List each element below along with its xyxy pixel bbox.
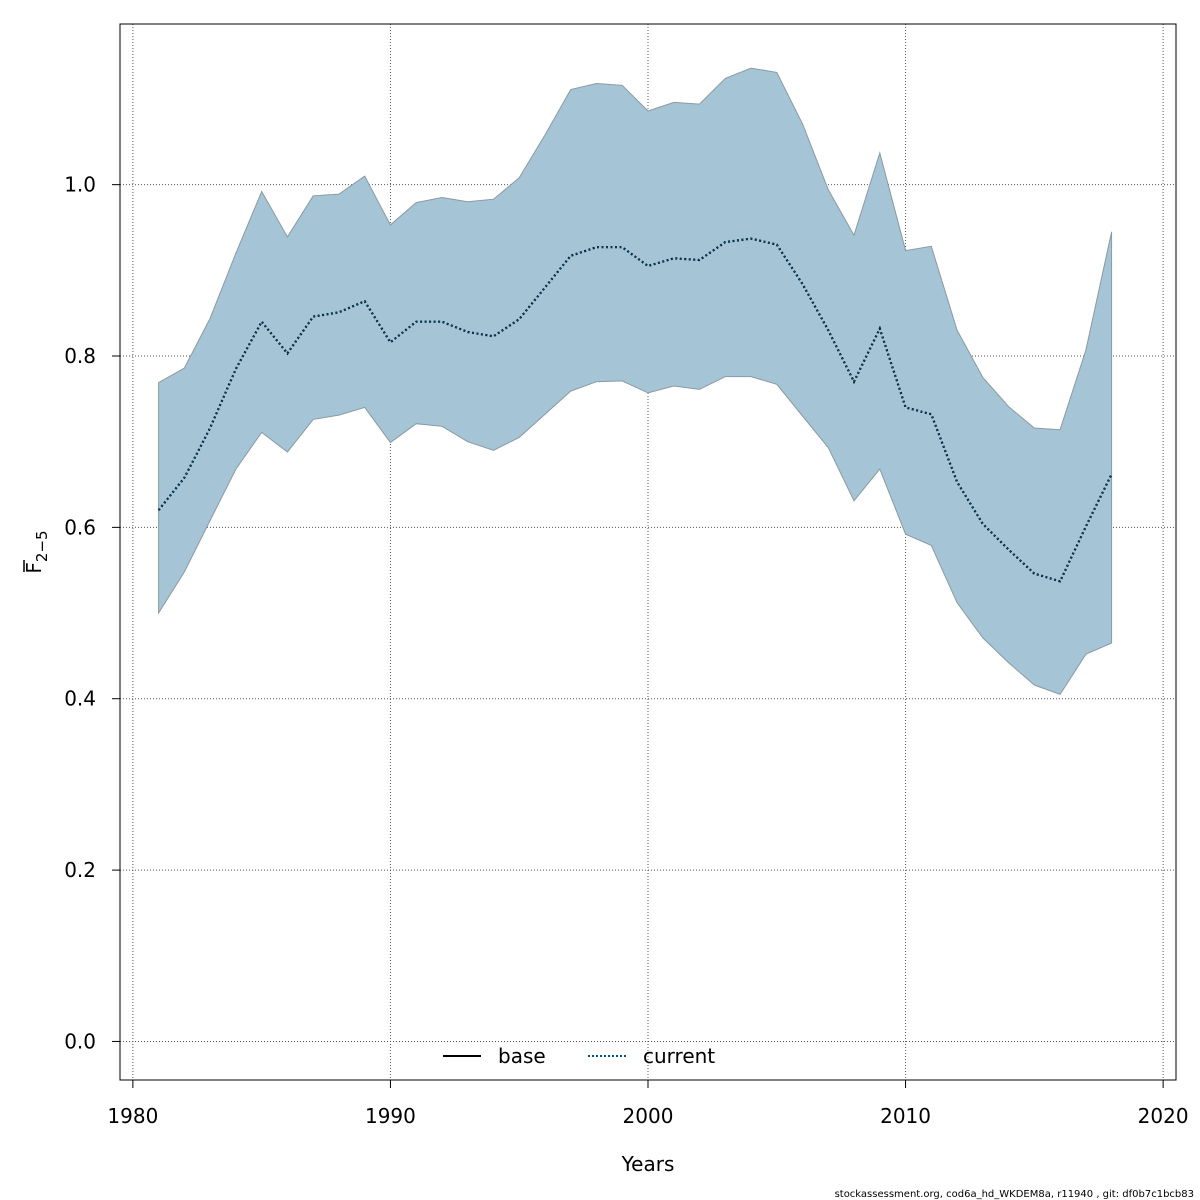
y-axis-title-subscript: 2−5: [33, 530, 51, 562]
y-axis: 0.0 0.2 0.4 0.6 0.8 1.0: [64, 173, 121, 1053]
x-tick-label-1990: 1990: [365, 1104, 416, 1128]
y-tick-label-0.4: 0.4: [64, 687, 96, 711]
footer-note: stockassessment.org, cod6a_hd_WKDEM8a, r…: [835, 1189, 1194, 1200]
series-layer: [157, 237, 1113, 583]
x-tick-label-2010: 2010: [880, 1104, 931, 1128]
legend-label-base: base: [498, 1044, 546, 1068]
y-tick-label-1.0: 1.0: [64, 173, 96, 197]
confidence-band: [158, 67, 1113, 696]
y-tick-label-0.0: 0.0: [64, 1029, 96, 1053]
x-tick-label-2000: 2000: [623, 1104, 674, 1128]
legend: base current: [443, 1044, 715, 1068]
series-line-current-inner: [158, 238, 1113, 582]
x-axis-title: Years: [621, 1152, 675, 1176]
x-tick-label-1980: 1980: [107, 1104, 158, 1128]
y-tick-label-0.2: 0.2: [64, 858, 96, 882]
y-axis-title-main: F: [22, 562, 46, 574]
x-axis: 1980 1990 2000 2010 2020: [107, 1079, 1189, 1128]
y-tick-label-0.8: 0.8: [64, 344, 96, 368]
confidence-band-layer: [158, 67, 1113, 696]
legend-label-current: current: [643, 1044, 715, 1068]
y-tick-label-0.6: 0.6: [64, 515, 96, 539]
svg-text:F2−5: F2−5: [22, 530, 51, 573]
y-axis-title: F2−5: [22, 530, 51, 573]
x-tick-label-2020: 2020: [1138, 1104, 1189, 1128]
